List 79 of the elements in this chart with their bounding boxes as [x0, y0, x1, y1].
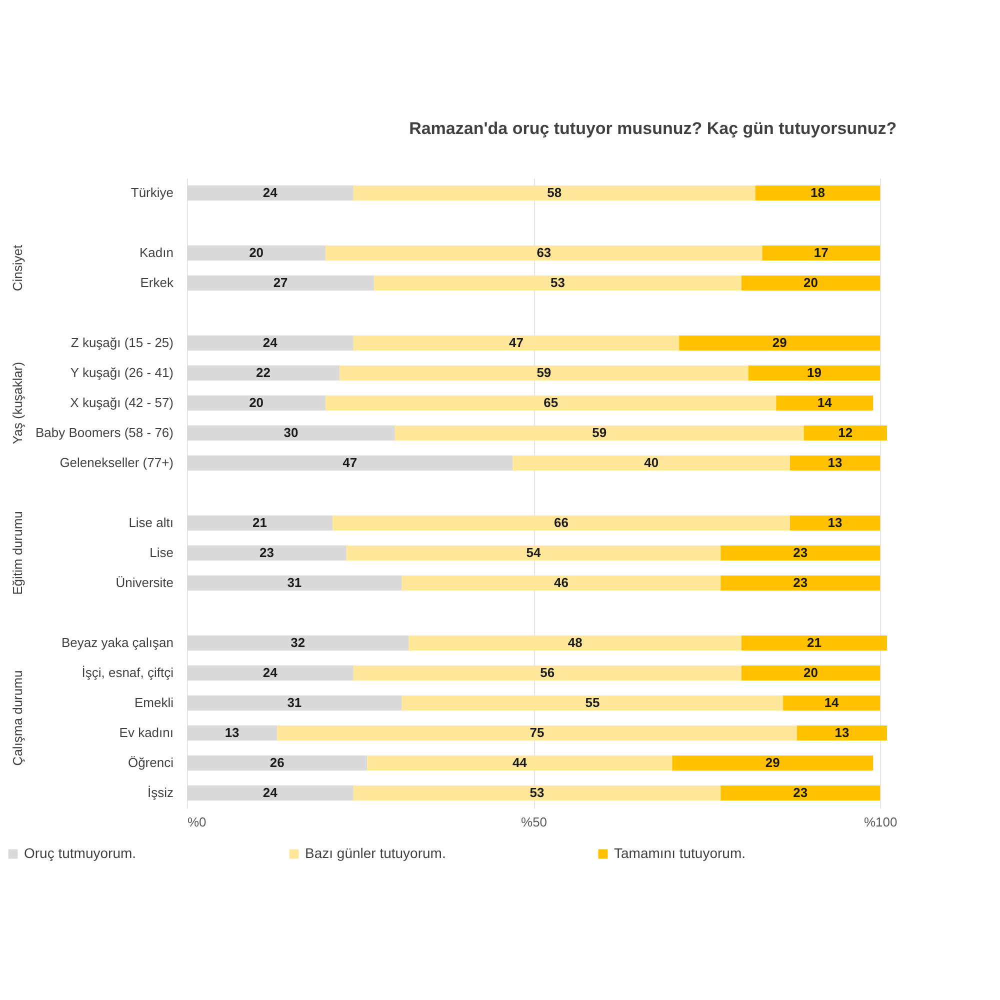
y-tick-label: Kadın	[140, 245, 174, 260]
y-tick-label: Ev kadını	[119, 725, 174, 740]
data-label: 47	[342, 455, 358, 470]
data-label: 54	[526, 545, 542, 560]
data-label: 19	[806, 365, 822, 380]
data-label: 20	[249, 245, 264, 260]
text: Çalışma durumu	[10, 670, 25, 766]
data-label: 29	[765, 755, 780, 770]
data-label: 31	[287, 575, 302, 590]
y-tick-label: İşçi, esnaf, çiftçi	[82, 665, 174, 680]
y-tick-label: Baby Boomers (58 - 76)	[35, 425, 174, 440]
y-tick-label: Lise altı	[128, 515, 174, 530]
data-label: 46	[554, 575, 568, 590]
y-tick-label: Üniversite	[116, 575, 174, 590]
y-tick-label: Beyaz yaka çalışan	[61, 635, 174, 650]
data-label: 13	[828, 455, 842, 470]
data-label: 40	[644, 455, 659, 470]
data-label: 24	[262, 185, 278, 200]
data-label: 24	[262, 665, 278, 680]
legend-label: Tamamını tutuyorum.	[614, 845, 746, 861]
data-label: 56	[540, 665, 555, 680]
y-tick-label: Erkek	[140, 275, 174, 290]
data-label: 66	[554, 515, 568, 530]
data-label: 24	[262, 785, 278, 800]
text: Cinsiyet	[10, 244, 25, 292]
text: Yaş (kuşaklar)	[10, 362, 25, 444]
data-label: 59	[536, 365, 552, 380]
data-label: 20	[804, 275, 818, 290]
data-label: 23	[259, 545, 274, 560]
data-label: 48	[568, 635, 582, 650]
data-label: 63	[536, 245, 552, 260]
data-label: 53	[530, 785, 544, 800]
legend-label: Oruç tutmuyorum.	[24, 845, 136, 861]
legend-label: Bazı günler tutuyorum.	[305, 845, 446, 861]
data-label: 13	[828, 515, 842, 530]
data-label: 21	[806, 635, 822, 650]
data-label: 13	[834, 725, 850, 740]
data-label: 22	[256, 365, 270, 380]
data-label: 21	[252, 515, 268, 530]
y-tick-label: Z kuşağı (15 - 25)	[70, 335, 174, 350]
text: Eğitim durumu	[10, 511, 25, 595]
data-label: 23	[793, 785, 808, 800]
data-label: 12	[838, 425, 853, 440]
data-label: 23	[793, 545, 808, 560]
y-tick-label: Türkiye	[130, 185, 174, 200]
y-tick-label: Emekli	[134, 695, 174, 710]
data-label: 31	[287, 695, 302, 710]
data-label: 44	[512, 755, 528, 770]
data-label: 32	[290, 635, 306, 650]
y-tick-label: Y kuşağı (26 - 41)	[70, 365, 174, 380]
data-label: 47	[508, 335, 524, 350]
data-label: 65	[544, 395, 558, 410]
y-tick-label: Lise	[150, 545, 174, 560]
y-tick-label: İşsiz	[148, 785, 174, 800]
y-tick-label: Öğrenci	[128, 755, 174, 770]
data-label: 20	[249, 395, 264, 410]
data-label: 20	[804, 665, 818, 680]
data-label: 58	[547, 185, 562, 200]
data-label: 30	[284, 425, 298, 440]
data-label: 53	[550, 275, 566, 290]
data-label: 17	[814, 245, 828, 260]
data-label: 26	[270, 755, 284, 770]
data-label: 18	[810, 185, 825, 200]
data-label: 75	[530, 725, 544, 740]
x-tick-label: %0	[188, 814, 206, 830]
data-label: 24	[262, 335, 278, 350]
data-label: 13	[224, 725, 240, 740]
data-label: 14	[817, 395, 833, 410]
data-label: 29	[772, 335, 787, 350]
data-label: 14	[824, 695, 840, 710]
chart-title: Ramazan'da oruç tutuyor musunuz? Kaç gün tutuyorsunuz?	[409, 119, 897, 138]
data-label: 27	[273, 275, 288, 290]
y-tick-label: Gelenekseller (77+)	[60, 455, 174, 470]
x-tick-label: %100	[864, 814, 898, 830]
data-label: 59	[592, 425, 607, 440]
data-label: 23	[793, 575, 808, 590]
x-tick-label: %50	[521, 814, 548, 830]
y-tick-label: X kuşağı (42 - 57)	[70, 395, 174, 410]
data-label: 55	[585, 695, 600, 710]
